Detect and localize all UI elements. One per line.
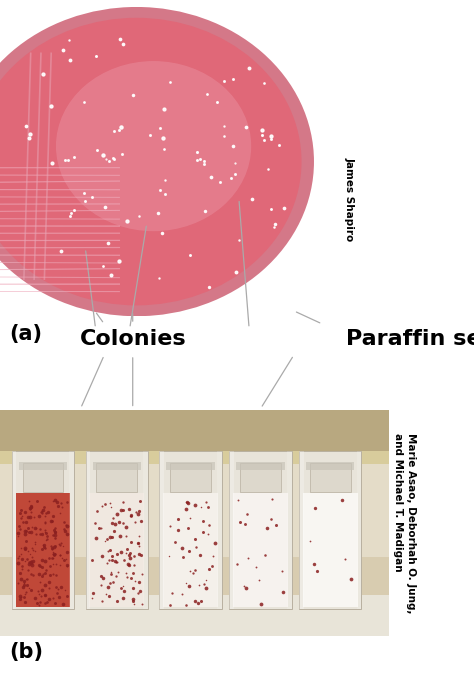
Bar (23, 464, 63, 492)
Bar (166, 461, 215, 470)
Bar (0, 450, 389, 464)
Bar (143, 450, 148, 609)
Text: Marie Asao, Deborhah O. Jung,
and Michael T. Madigan: Marie Asao, Deborhah O. Jung, and Michae… (392, 433, 416, 613)
Bar (217, 450, 221, 609)
Bar (237, 461, 284, 470)
Bar (90, 493, 144, 607)
Bar (85, 450, 148, 609)
Bar (303, 493, 357, 607)
Bar (229, 450, 234, 609)
Bar (92, 461, 141, 470)
Text: Colonies: Colonies (80, 329, 186, 349)
Bar (233, 493, 288, 607)
Bar (159, 450, 164, 609)
Bar (69, 450, 74, 609)
Ellipse shape (0, 18, 301, 305)
Bar (240, 464, 281, 492)
Bar (310, 464, 351, 492)
Bar (357, 450, 362, 609)
Bar (229, 450, 292, 609)
Bar (85, 450, 90, 609)
Bar (12, 450, 16, 609)
Bar (0, 410, 389, 455)
Bar (299, 450, 362, 609)
Text: Paraffin seal: Paraffin seal (346, 329, 474, 349)
Text: (a): (a) (9, 324, 43, 344)
Bar (159, 450, 221, 609)
Bar (163, 493, 218, 607)
Bar (12, 450, 74, 609)
Bar (287, 450, 292, 609)
Bar (0, 464, 389, 595)
Bar (170, 464, 210, 492)
Text: (b): (b) (9, 642, 44, 662)
Bar (299, 450, 304, 609)
Bar (0, 464, 389, 557)
Ellipse shape (56, 61, 251, 231)
Bar (18, 461, 67, 470)
Bar (0, 595, 389, 636)
Bar (96, 464, 137, 492)
Bar (16, 493, 70, 607)
Ellipse shape (0, 7, 314, 316)
Text: James Shapiro: James Shapiro (345, 156, 355, 241)
Bar (306, 461, 355, 470)
